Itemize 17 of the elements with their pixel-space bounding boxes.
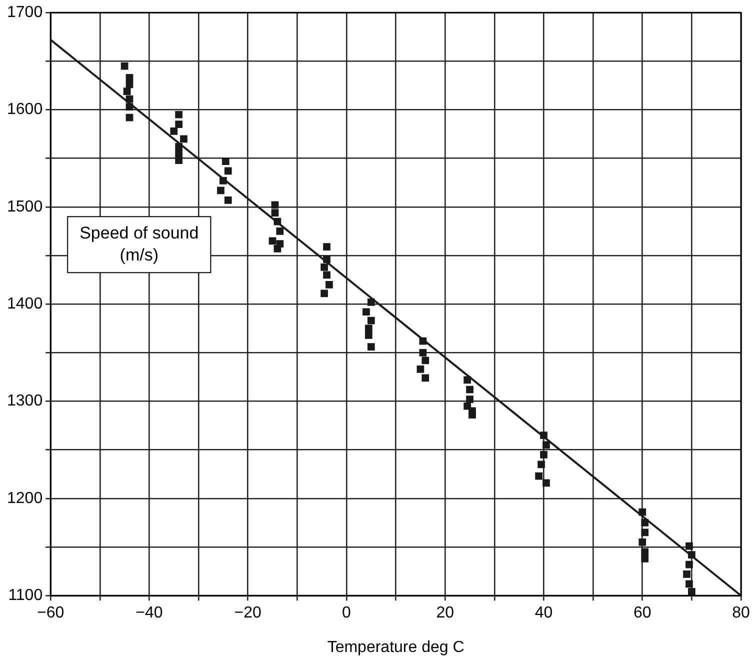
x-tick-label: −60 bbox=[37, 604, 64, 622]
x-tick-label: 0 bbox=[342, 604, 352, 622]
y-tick-label: 1100 bbox=[8, 587, 43, 604]
x-tick-label: −20 bbox=[234, 604, 262, 622]
x-tick-label: 60 bbox=[633, 604, 652, 622]
y-tick-label: 1700 bbox=[7, 4, 43, 22]
y-axis-title: Speed of sound (m/s) bbox=[80, 223, 199, 264]
x-axis-title: Temperature deg C bbox=[327, 638, 464, 656]
y-tick-label: 1600 bbox=[7, 101, 43, 118]
x-tick-label: 40 bbox=[534, 604, 553, 622]
x-tick-label: 80 bbox=[732, 604, 750, 622]
y-tick-label: 1300 bbox=[7, 392, 43, 410]
x-tick-label: 20 bbox=[436, 604, 454, 622]
y-tick-label: 1200 bbox=[7, 490, 43, 507]
y-tick-label: 1500 bbox=[7, 198, 43, 216]
y-tick-label: 1400 bbox=[7, 296, 43, 313]
x-tick-label: −40 bbox=[136, 604, 163, 622]
